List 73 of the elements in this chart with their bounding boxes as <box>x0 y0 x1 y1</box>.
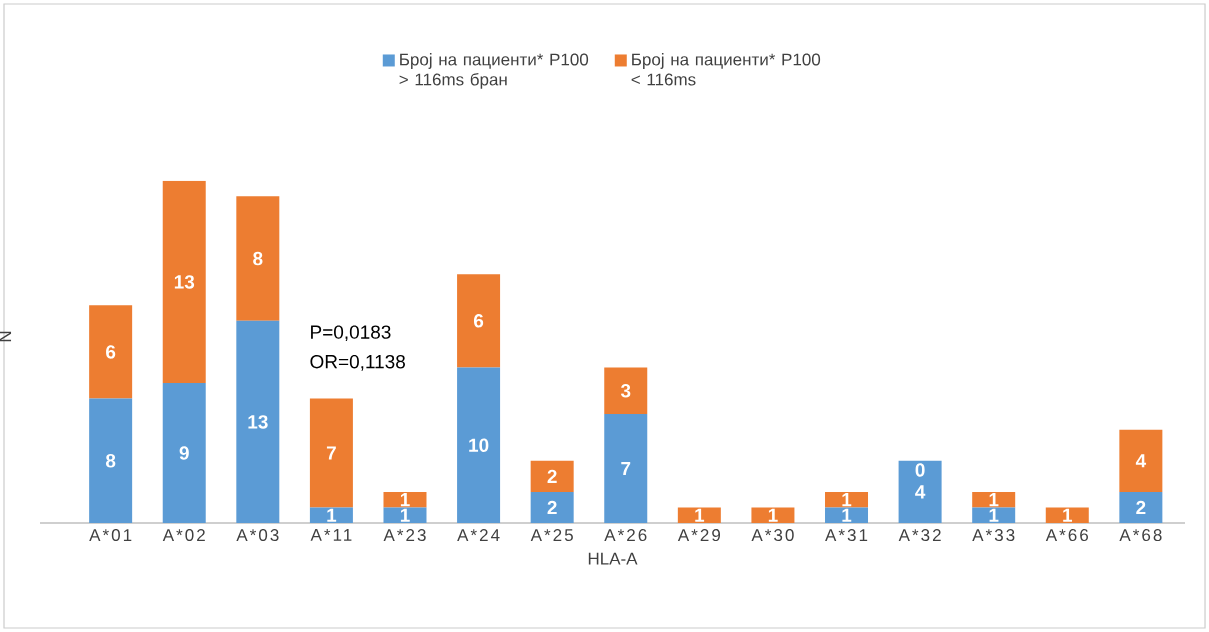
annotation: OR=0,1138 <box>310 354 405 371</box>
bar <box>1119 491 1163 523</box>
bar <box>309 507 353 523</box>
data-label: 9 <box>179 446 189 460</box>
data-label: 8 <box>253 251 263 266</box>
bar <box>972 507 1016 523</box>
data-label: 1 <box>327 508 337 522</box>
bar <box>604 414 648 523</box>
data-label: 1 <box>400 493 410 507</box>
data-label: 1 <box>989 508 999 522</box>
x-tick-label: A*02 <box>162 529 205 542</box>
data-label: 1 <box>1063 508 1073 522</box>
x-tick-label: A*33 <box>972 529 1015 542</box>
bar <box>162 383 206 523</box>
legend-label: Број на пациенти* P100 < 116ms <box>631 53 821 86</box>
annotation: P=0,0183 <box>311 325 391 342</box>
bar <box>530 491 574 523</box>
x-tick-label: A*66 <box>1045 529 1089 542</box>
data-label: 13 <box>248 415 268 429</box>
x-tick-label: A*25 <box>530 529 573 542</box>
bar <box>677 507 721 523</box>
x-tick-label: A*23 <box>383 529 426 542</box>
data-label: 1 <box>842 508 852 522</box>
data-label: 1 <box>842 493 852 507</box>
x-tick-label: A*68 <box>1119 529 1162 542</box>
bar <box>89 305 133 399</box>
bar <box>1119 429 1163 492</box>
bar <box>457 274 501 368</box>
data-label: 1 <box>768 508 778 522</box>
bar <box>162 180 206 384</box>
data-label: 10 <box>469 438 489 452</box>
bar <box>825 491 869 508</box>
x-tick-label: A*32 <box>898 529 941 542</box>
data-label: 3 <box>620 384 631 398</box>
data-label: 13 <box>174 275 195 289</box>
data-label: 1 <box>400 508 410 522</box>
bar <box>89 398 133 523</box>
bar <box>604 367 648 415</box>
data-label: 0 <box>915 463 925 477</box>
bar <box>309 398 353 508</box>
bar <box>898 460 942 523</box>
data-label: 6 <box>473 314 484 328</box>
data-label: 2 <box>547 500 557 515</box>
bar <box>751 507 795 523</box>
bar <box>236 320 280 523</box>
data-label: 1 <box>989 493 999 507</box>
x-tick-label: A*11 <box>310 529 352 541</box>
y-axis-title: N <box>0 331 12 342</box>
bar <box>457 367 501 523</box>
data-label: 7 <box>621 462 631 476</box>
bar <box>972 491 1016 508</box>
x-tick-label: A*24 <box>457 529 500 541</box>
data-label: 2 <box>1136 500 1146 515</box>
data-label: 1 <box>695 508 705 522</box>
data-label: 2 <box>547 469 557 483</box>
x-tick-label: A*26 <box>604 529 647 542</box>
bar <box>530 460 574 492</box>
x-tick-label: A*01 <box>89 529 132 542</box>
x-axis-title: HLA-A <box>588 552 638 565</box>
bar <box>236 196 280 321</box>
x-tick-label: A*29 <box>677 529 721 542</box>
legend-label: Број на пациенти* P100 > 116ms бран <box>399 53 589 89</box>
x-tick-label: A*31 <box>825 529 868 542</box>
data-label: 4 <box>915 485 926 499</box>
bar <box>383 507 427 523</box>
data-label: 4 <box>1135 454 1147 468</box>
data-label: 7 <box>326 446 336 460</box>
data-label: 6 <box>106 345 116 359</box>
x-tick-label: A*03 <box>236 529 279 542</box>
bar <box>825 507 869 523</box>
x-tick-label: A*30 <box>751 529 794 542</box>
bar <box>1045 507 1089 523</box>
data-label: 8 <box>105 454 116 468</box>
